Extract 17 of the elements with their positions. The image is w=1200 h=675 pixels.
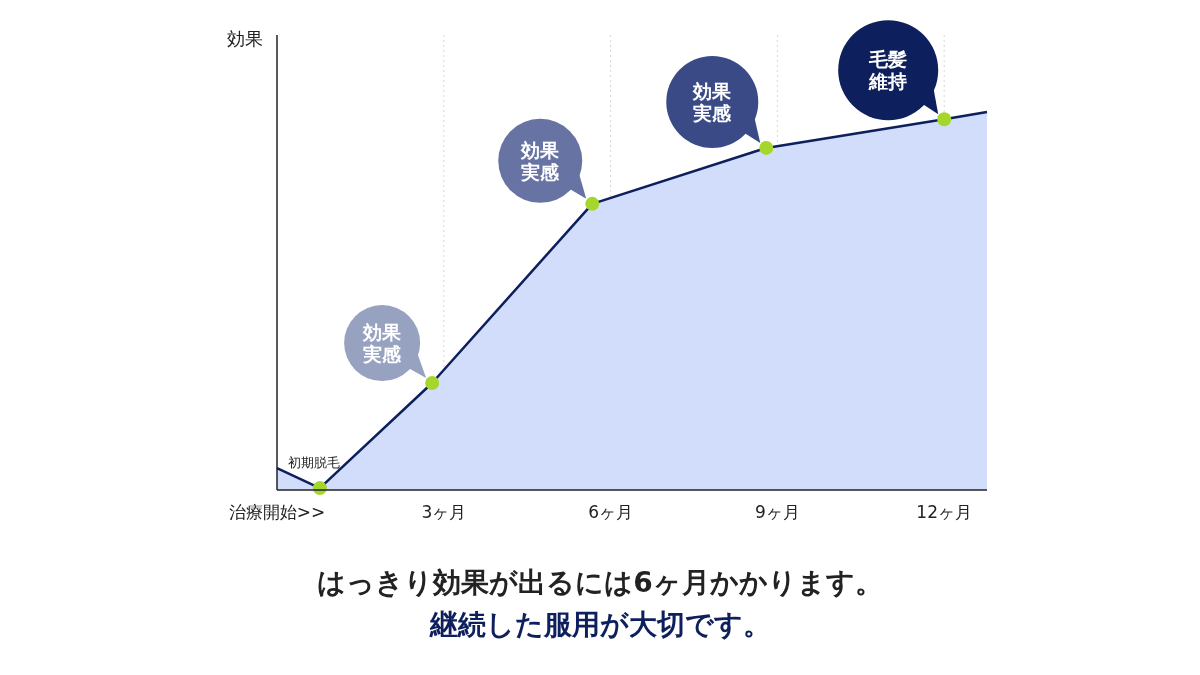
text: 継続した服用が大切です。 [428,608,771,641]
x-tick-label: 9ヶ月 [754,502,800,522]
annotation: 毛髪維持 [868,48,908,93]
x-tick-label: 3ヶ月 [421,502,467,522]
annotation: 効果実感 [362,321,403,365]
x-tick-label: 治療開始>> [228,502,326,522]
x-tick-label: 6ヶ月 [588,502,634,522]
annotation: 効果実感 [692,79,733,124]
annotation: 効果実感 [520,138,561,183]
point [585,196,600,211]
point [759,140,774,155]
point [425,376,440,391]
y-axis-title: 効果 [227,28,263,49]
text: はっきり効果が出るには6ヶ月かかります。 [317,566,883,599]
x-tick-label: 12ヶ月 [916,502,973,522]
annotation: 初期脱毛 [288,454,341,470]
point [937,112,952,127]
